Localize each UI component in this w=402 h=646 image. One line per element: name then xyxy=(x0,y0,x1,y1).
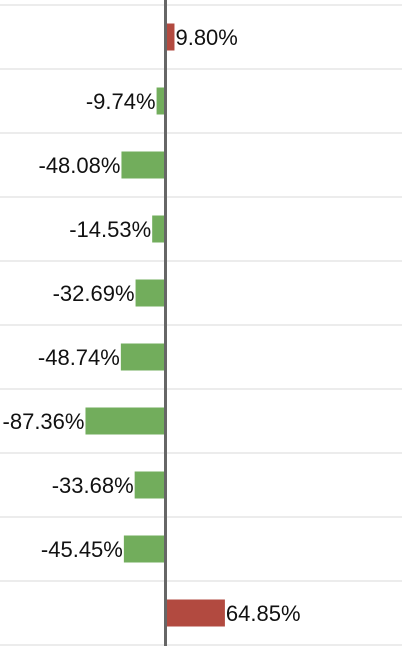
data-label: -45.45% xyxy=(41,537,123,562)
data-label: -9.74% xyxy=(86,89,156,114)
bar xyxy=(152,215,166,243)
data-label: 9.80% xyxy=(175,25,237,50)
data-label: 64.85% xyxy=(226,601,301,626)
bar xyxy=(85,407,166,435)
bar xyxy=(156,87,166,115)
bar xyxy=(123,535,166,563)
data-label: -14.53% xyxy=(69,217,151,242)
bar xyxy=(120,343,166,371)
bar xyxy=(134,471,166,499)
data-label: -87.36% xyxy=(3,409,85,434)
bar xyxy=(165,599,225,627)
data-label: -32.69% xyxy=(53,281,135,306)
data-label: -48.08% xyxy=(39,153,121,178)
bar xyxy=(135,279,166,307)
bar xyxy=(121,151,166,179)
bar xyxy=(165,23,175,51)
data-label: -33.68% xyxy=(52,473,134,498)
data-label: -48.74% xyxy=(38,345,120,370)
